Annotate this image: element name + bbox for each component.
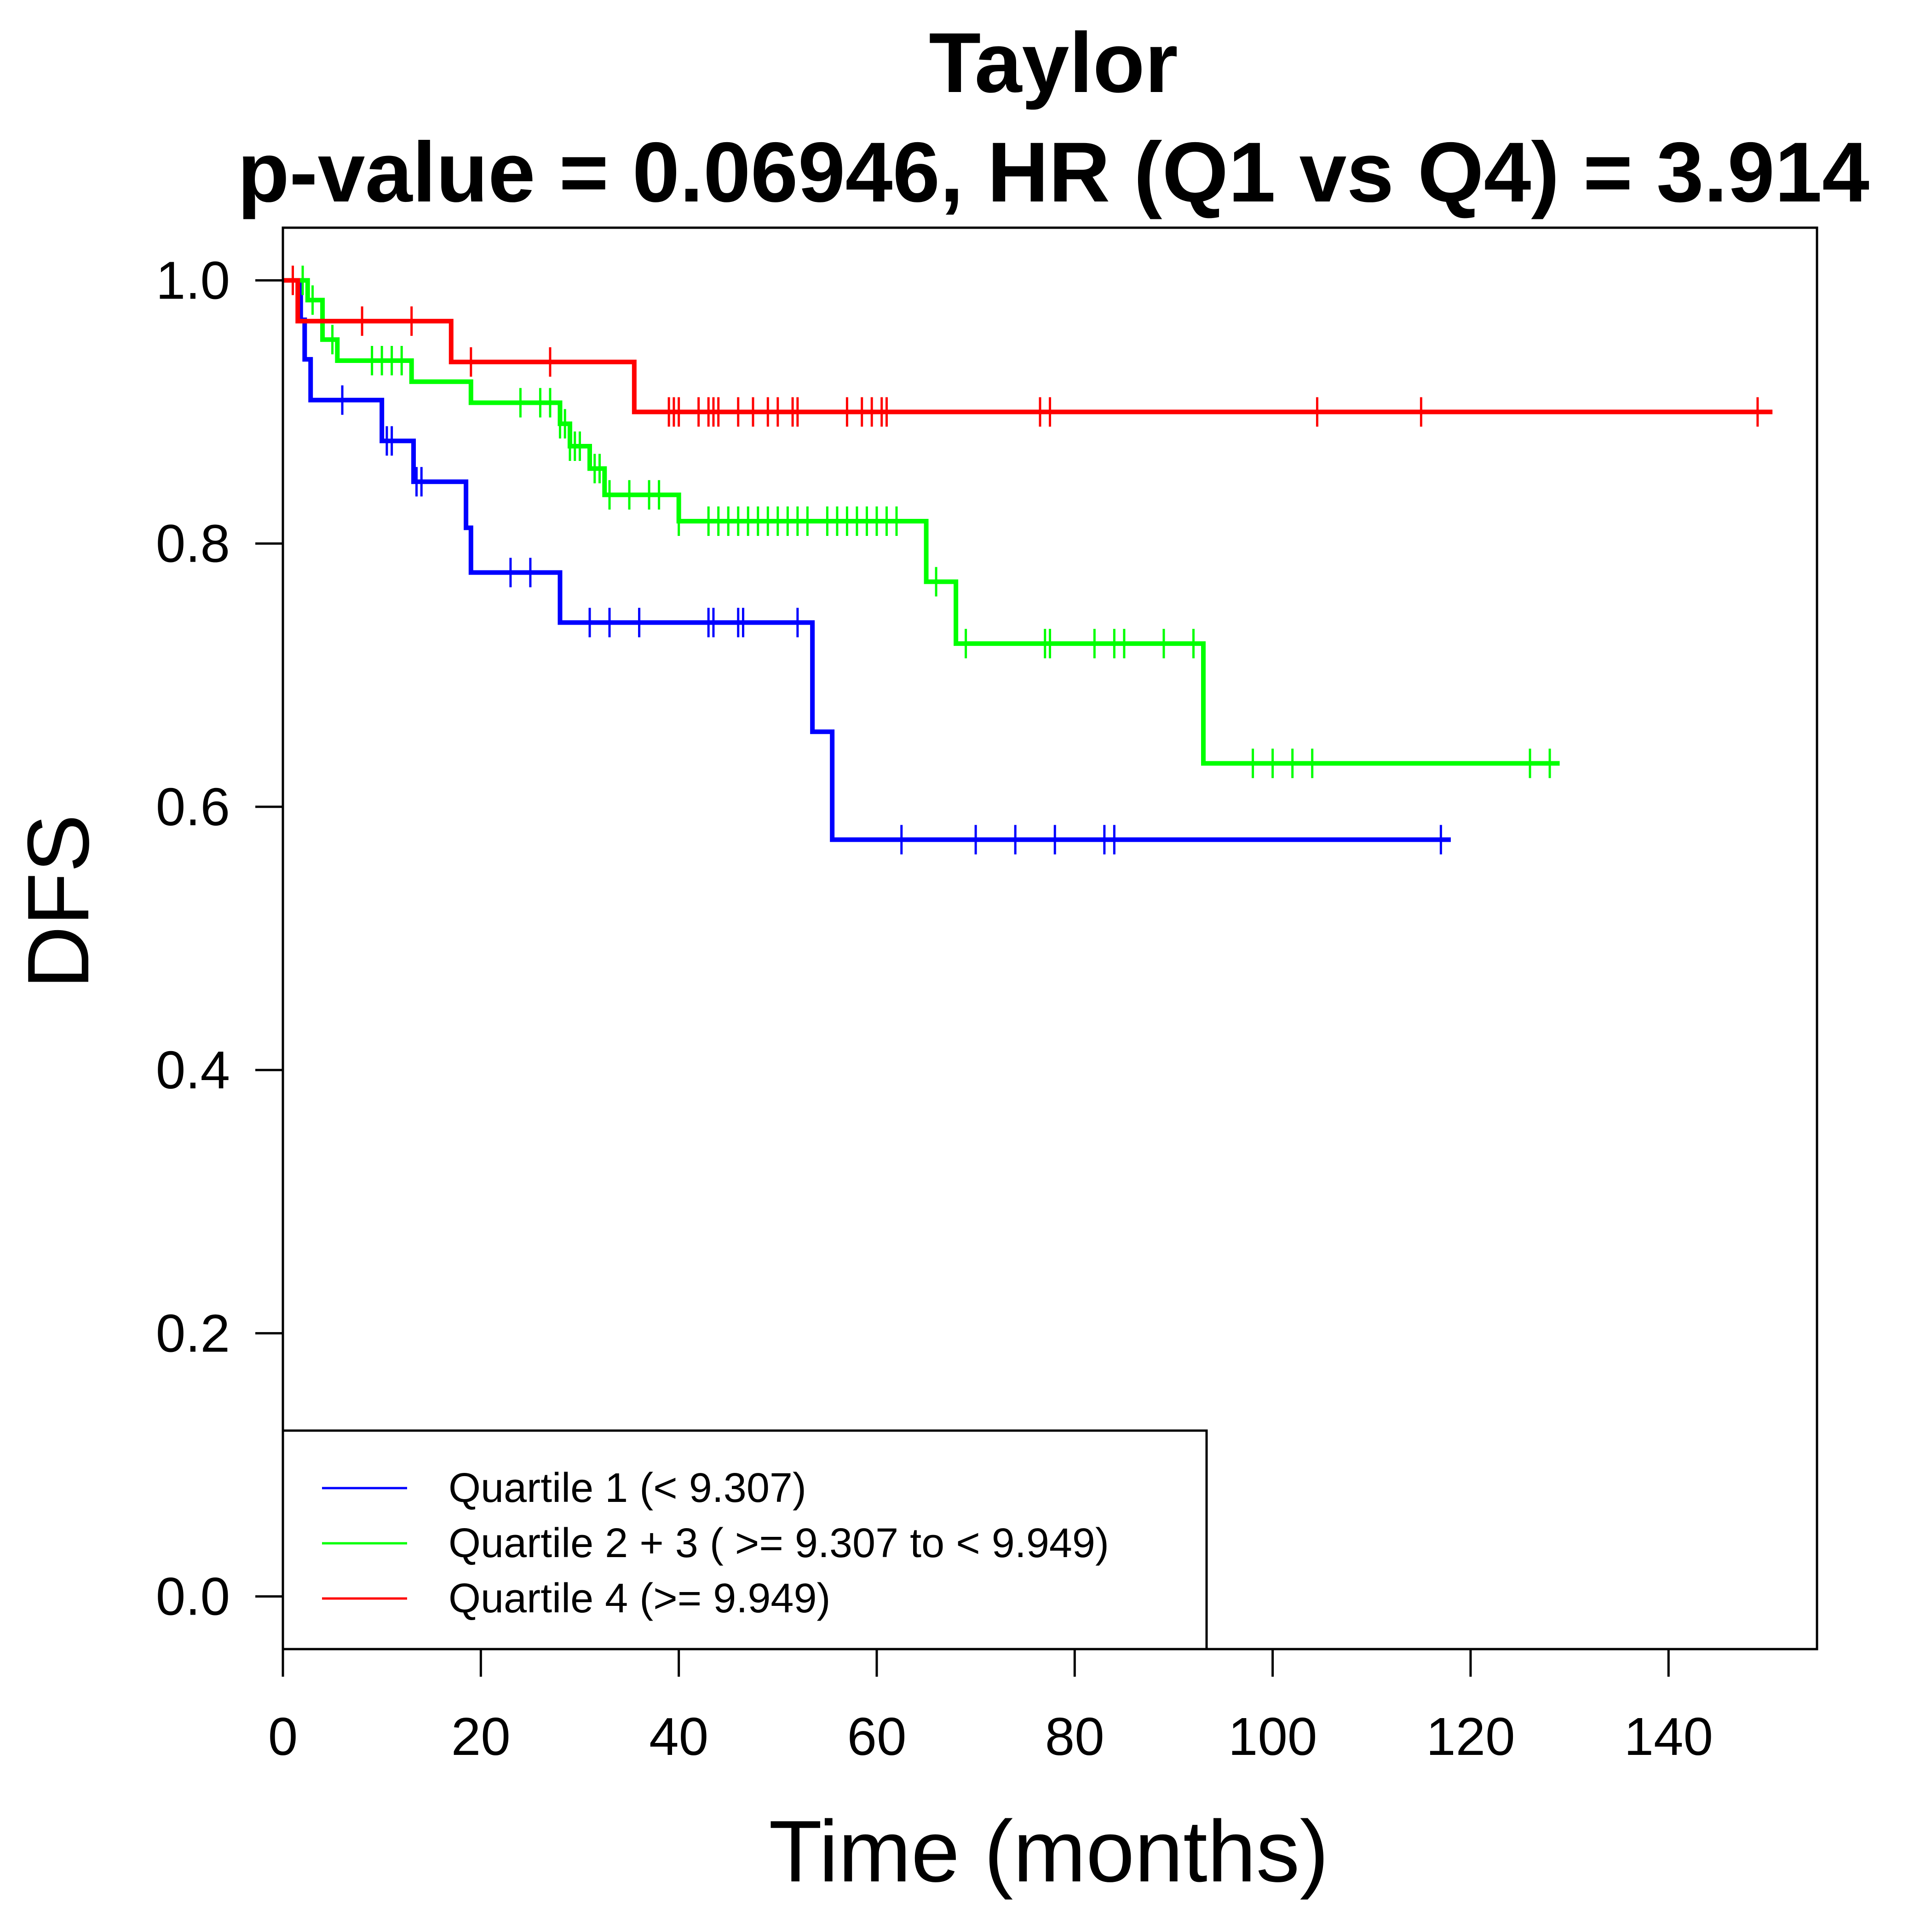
legend-label: Quartile 2 + 3 ( >= 9.307 to < 9.949) — [448, 1520, 1109, 1566]
y-tick-label: 0.0 — [156, 1567, 230, 1627]
x-tick-label: 60 — [847, 1707, 906, 1766]
series-line — [283, 278, 1451, 842]
plot-series — [283, 265, 1773, 855]
x-tick-label: 120 — [1426, 1707, 1515, 1766]
y-tick-label: 1.0 — [156, 250, 230, 310]
x-tick-label: 140 — [1624, 1707, 1713, 1766]
series-3 — [283, 265, 1773, 427]
x-tick-label: 40 — [649, 1707, 708, 1766]
chart-subtitle: p-value = 0.06946, HR (Q1 vs Q4) = 3.914 — [237, 125, 1869, 220]
series-line — [283, 278, 1560, 766]
y-axis-label: DFS — [10, 814, 107, 989]
legend-box — [282, 1429, 1208, 1650]
y-tick-label: 0.2 — [156, 1303, 230, 1363]
series-2 — [283, 265, 1560, 778]
legend-label: Quartile 1 (< 9.307) — [448, 1465, 806, 1511]
x-tick-label: 20 — [451, 1707, 511, 1766]
x-tick-label: 80 — [1045, 1707, 1104, 1766]
axes: 0 20 40 60 80 100 120 140 0.0 0.2 0.4 0.6 0.8 1.0 — [156, 250, 1713, 1766]
series-1 — [283, 278, 1451, 855]
chart-title: Taylor — [929, 16, 1178, 110]
x-axis-label: Time (months) — [769, 1803, 1329, 1900]
x-tick-label: 0 — [268, 1707, 298, 1766]
x-tick-label: 100 — [1228, 1707, 1317, 1766]
legend-label: Quartile 4 (>= 9.949) — [448, 1576, 830, 1622]
legend: Quartile 1 (< 9.307) Quartile 2 + 3 ( >= … — [282, 1429, 1208, 1650]
y-tick-label: 0.8 — [156, 514, 230, 574]
y-tick-label: 0.4 — [156, 1040, 230, 1100]
series-line — [283, 278, 1773, 414]
y-tick-label: 0.6 — [156, 777, 230, 837]
